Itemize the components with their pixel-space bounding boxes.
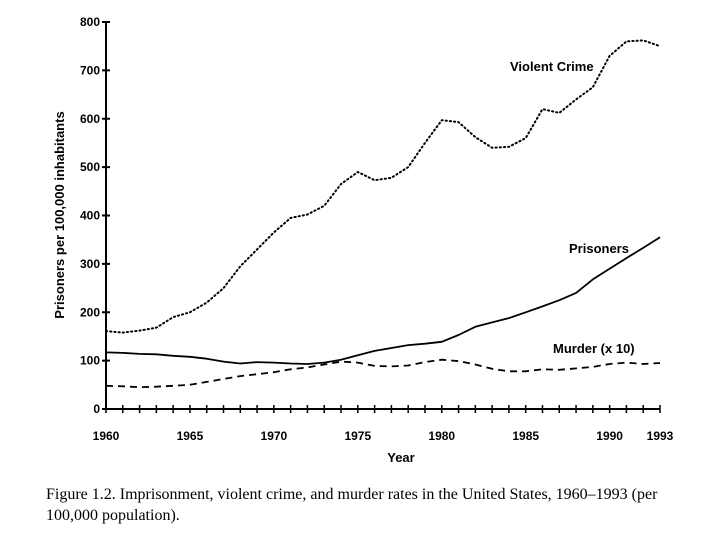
x-axis-tick-labels: 1960 1965 1970 1975 1980 1985 1990 1993 (93, 429, 674, 443)
series-line-murder-x-10 (105, 358, 661, 389)
y-tick-label: 400 (80, 209, 100, 223)
y-tick-label: 200 (80, 305, 100, 319)
x-axis-title: Year (387, 450, 414, 465)
y-axis-tick-labels: 0 100 200 300 400 500 600 700 800 (80, 15, 100, 416)
x-tick-label: 1980 (428, 429, 455, 443)
x-tick-label: 1975 (344, 429, 371, 443)
y-tick-label: 100 (80, 354, 100, 368)
y-tick-label: 300 (80, 257, 100, 271)
x-tick-label: 1985 (512, 429, 539, 443)
y-tick-label: 500 (80, 160, 100, 174)
y-axis-ticks (102, 21, 110, 410)
series-line-violent-crime (105, 39, 661, 334)
y-tick-label: 700 (80, 63, 100, 77)
y-tick-label: 600 (80, 112, 100, 126)
x-tick-label: 1993 (647, 429, 674, 443)
series-line-prisoners (105, 236, 661, 365)
series-lines (105, 39, 661, 389)
series-label-violent-crime: Violent Crime (510, 59, 594, 74)
y-axis-title: Prisoners per 100,000 inhabitants (52, 111, 67, 318)
series-label-murder: Murder (x 10) (553, 341, 635, 356)
x-tick-label: 1960 (93, 429, 120, 443)
x-tick-label: 1990 (596, 429, 623, 443)
y-tick-label: 800 (80, 15, 100, 29)
x-axis-ticks (105, 405, 661, 413)
y-tick-label: 0 (93, 402, 100, 416)
figure-caption: Figure 1.2. Imprisonment, violent crime,… (46, 486, 658, 524)
x-tick-label: 1965 (177, 429, 204, 443)
x-tick-label: 1970 (261, 429, 288, 443)
series-label-prisoners: Prisoners (569, 241, 629, 256)
